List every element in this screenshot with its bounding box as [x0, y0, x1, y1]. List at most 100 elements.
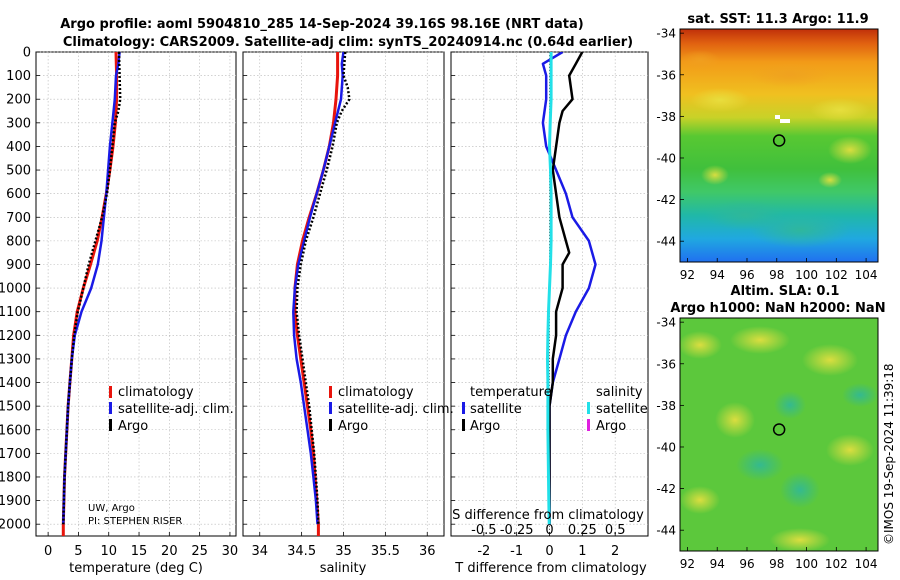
sla-map-frame — [679, 317, 879, 552]
x-tick-label: -1 — [510, 544, 523, 559]
x-tick-label: 34.5 — [287, 544, 316, 559]
sst-map-title: sat. SST: 11.3 Argo: 11.9 — [687, 12, 868, 27]
legend-label-argo: Argo — [338, 419, 368, 434]
difference-xlabel: T difference from climatology — [454, 561, 647, 576]
x-tick-label: 5 — [74, 544, 82, 559]
depth-tick-label: 800 — [6, 234, 31, 249]
sst-map — [679, 28, 879, 263]
map-x-tick-label: 102 — [825, 557, 848, 571]
sst-missing-data — [780, 119, 790, 123]
map-x-tick-label: 92 — [680, 557, 695, 571]
sla-map-title-1: Altim. SLA: 0.1 — [731, 284, 840, 299]
secondary-tick-label: 0 — [545, 523, 553, 538]
sst-patch — [828, 136, 872, 164]
sla-patch — [680, 486, 720, 514]
sst-missing-data — [775, 115, 780, 119]
temperature-xlabel: temperature (deg C) — [69, 561, 203, 576]
sst-patch — [818, 172, 842, 188]
legend-swatch-salinity-satellite — [587, 402, 590, 414]
header-line-1: Argo profile: aoml 5904810_285 14-Sep-20… — [60, 17, 584, 32]
depth-tick-label: 1400 — [0, 376, 31, 391]
map-y-tick-label: -36 — [656, 68, 676, 82]
map-axis-ticks: 92 94 96 98 100 102 104 -34 -36 -38 -40 -42 -44 92 94 9… — [656, 27, 877, 571]
map-x-tick-label: 96 — [739, 557, 754, 571]
map-y-tick-label: -40 — [656, 440, 676, 454]
legend-title-temperature: temperature — [470, 385, 552, 400]
sla-patch — [780, 472, 820, 508]
legend-label-temperature-argo: Argo — [470, 419, 500, 434]
depth-tick-label: 1600 — [0, 423, 31, 438]
sla-patch — [736, 449, 784, 481]
depth-tick-label: 1700 — [0, 447, 31, 462]
credit-line-2: PI: STEPHEN RISER — [88, 516, 182, 527]
map-x-tick-label: 92 — [680, 268, 695, 282]
legend-label-temperature-satellite: satellite — [470, 402, 522, 417]
sla-patch — [730, 326, 790, 354]
legend-label-salinity-satellite: satellite — [596, 402, 648, 417]
map-x-tick-label: 94 — [710, 268, 725, 282]
x-tick-label: -2 — [477, 544, 490, 559]
header-line-2: Climatology: CARS2009. Satellite-adj cli… — [63, 35, 633, 50]
depth-tick-label: 1000 — [0, 282, 31, 297]
legend-difference: temperature satellite Argo salinity sate… — [462, 385, 648, 434]
map-x-tick-label: 104 — [855, 557, 878, 571]
sla-map — [678, 317, 879, 552]
depth-tick-label: 600 — [6, 187, 31, 202]
sst-patch — [690, 88, 750, 112]
legend-swatch-climatology — [329, 386, 332, 398]
legend-temperature: climatology satellite-adj. clim. Argo — [109, 385, 234, 434]
depth-tick-label: 1100 — [0, 305, 31, 320]
x-tick-label: 2 — [611, 544, 619, 559]
map-x-tick-label: 104 — [855, 268, 878, 282]
depth-tick-label: 0 — [23, 46, 31, 61]
argo-location-marker — [772, 134, 786, 147]
series-line-argo — [62, 52, 122, 525]
sla-patch — [678, 331, 722, 359]
depth-tick-label: 700 — [6, 211, 31, 226]
map-y-tick-label: -34 — [656, 27, 676, 41]
sla-patch — [842, 383, 878, 407]
credit-line-1: UW, Argo — [88, 503, 135, 514]
sla-patch — [774, 391, 806, 419]
legend-swatch-temperature-satellite — [462, 402, 465, 414]
salinity-lines — [292, 52, 351, 536]
legend-swatch-argo — [109, 419, 112, 431]
legend-swatch-satellite — [109, 402, 112, 414]
sla-patch — [715, 402, 755, 438]
depth-tick-label: 2000 — [0, 518, 31, 533]
series-line-salinity-satellite — [546, 52, 553, 525]
depth-tick-label: 1900 — [0, 494, 31, 509]
legend-label-salinity-argo: Argo — [596, 419, 626, 434]
map-y-tick-label: -38 — [656, 110, 676, 124]
x-tick-label: 10 — [100, 544, 117, 559]
map-x-tick-label: 98 — [769, 557, 784, 571]
legend-swatch-satellite — [329, 402, 332, 414]
sst-patch — [701, 165, 729, 185]
legend-salinity: climatology satellite-adj. clim. Argo — [329, 385, 454, 434]
legend-title-salinity: salinity — [596, 385, 643, 400]
map-y-tick-label: -36 — [656, 357, 676, 371]
difference-lines — [541, 52, 597, 525]
map-y-tick-label: -42 — [656, 482, 676, 496]
depth-tick-label: 100 — [6, 69, 31, 84]
side-stamp: ©IMOS 19-Sep-2024 11:39:18 — [882, 363, 896, 545]
legend-label-satellite: satellite-adj. clim. — [118, 402, 234, 417]
x-tick-label: 25 — [191, 544, 208, 559]
legend-swatch-salinity-argo — [587, 419, 590, 431]
sst-patch — [750, 63, 830, 87]
temperature-panel — [35, 51, 237, 537]
legend-swatch-climatology — [109, 386, 112, 398]
depth-tick-label: 400 — [6, 140, 31, 155]
map-x-tick-label: 94 — [710, 557, 725, 571]
depth-tick-label: 200 — [6, 93, 31, 108]
sst-patch — [750, 212, 850, 248]
map-y-tick-label: -38 — [656, 399, 676, 413]
map-y-tick-label: -34 — [656, 316, 676, 330]
series-line-temperature-argo — [548, 52, 584, 525]
secondary-tick-label: 0.25 — [568, 523, 597, 538]
salinity-xlabel: salinity — [320, 561, 367, 576]
map-x-tick-label: 100 — [795, 268, 818, 282]
sst-patch — [810, 98, 870, 122]
x-tick-label: 20 — [161, 544, 178, 559]
sla-patch — [802, 344, 858, 376]
